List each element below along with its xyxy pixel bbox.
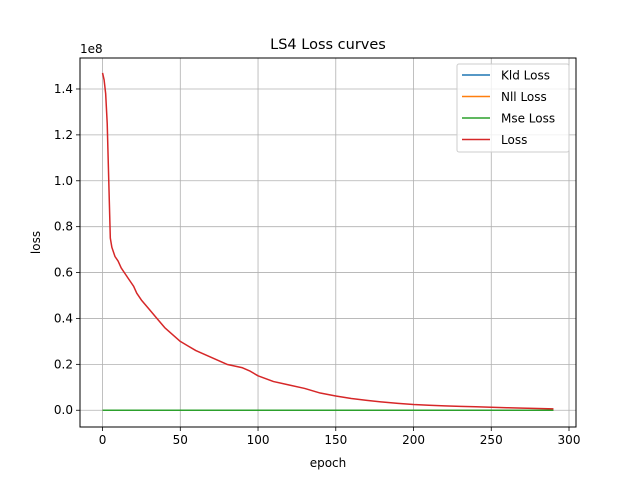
- y-tick-label: 0.8: [54, 220, 73, 234]
- legend: Kld Loss Nll Loss Mse Loss Loss: [456, 63, 570, 153]
- x-tick-label: 100: [247, 433, 270, 447]
- legend-label-loss: Loss: [501, 133, 527, 147]
- y-tick-label: 1.2: [54, 128, 73, 142]
- legend-label-mse-loss: Mse Loss: [501, 112, 555, 126]
- y-tick-label: 0.6: [54, 266, 73, 280]
- y-tick-label: 0.4: [54, 311, 73, 325]
- plot-lines: [101, 72, 554, 411]
- y-tick-label: 1.4: [54, 82, 73, 96]
- chart-title: LS4 Loss curves: [270, 37, 386, 53]
- series-line-loss: [101, 72, 554, 410]
- legend-label-nll-loss: Nll Loss: [501, 90, 547, 104]
- y-tick-label: 1.0: [54, 174, 73, 188]
- y-tick-label: 0.0: [54, 403, 73, 417]
- axis-ticks: 0 50 100 150 200 250 300 0.0 0.2 0.4 0.6 0.8 1.0 1.2 1…: [54, 82, 581, 447]
- x-tick-label: 200: [402, 433, 425, 447]
- plot-frame: [79, 57, 577, 428]
- legend-box: [456, 63, 570, 153]
- x-tick-label: 250: [480, 433, 503, 447]
- x-axis-label: epoch: [310, 456, 347, 470]
- x-tick-label: 0: [99, 433, 107, 447]
- x-tick-label: 300: [558, 433, 581, 447]
- x-tick-label: 50: [173, 433, 188, 447]
- y-tick-label: 0.2: [54, 357, 73, 371]
- y-offset-label: 1e8: [80, 42, 103, 56]
- x-tick-label: 150: [324, 433, 347, 447]
- y-axis-label: loss: [29, 231, 43, 254]
- legend-label-kld-loss: Kld Loss: [501, 69, 550, 83]
